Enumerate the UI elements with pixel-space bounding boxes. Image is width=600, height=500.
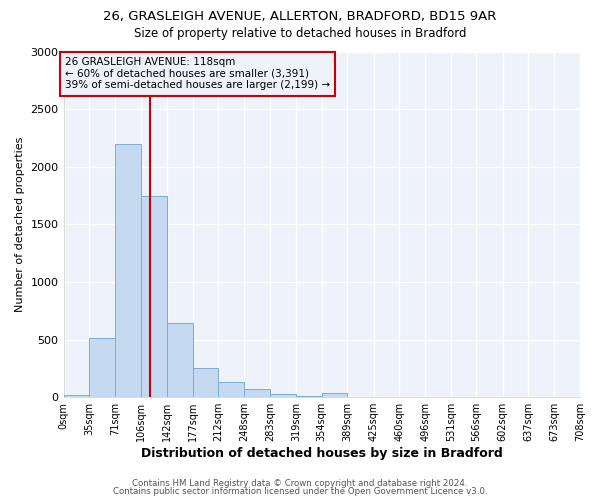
Bar — [347, 396, 374, 397]
Bar — [167, 324, 193, 397]
Bar — [64, 395, 89, 397]
Text: Contains HM Land Registry data © Crown copyright and database right 2024.: Contains HM Land Registry data © Crown c… — [132, 478, 468, 488]
Text: Size of property relative to detached houses in Bradford: Size of property relative to detached ho… — [134, 28, 466, 40]
Bar — [244, 389, 270, 397]
Text: 26, GRASLEIGH AVENUE, ALLERTON, BRADFORD, BD15 9AR: 26, GRASLEIGH AVENUE, ALLERTON, BRADFORD… — [103, 10, 497, 23]
Bar — [322, 392, 347, 397]
Bar — [141, 196, 167, 397]
Bar — [115, 144, 141, 397]
Text: Contains public sector information licensed under the Open Government Licence v3: Contains public sector information licen… — [113, 487, 487, 496]
Bar — [193, 368, 218, 397]
Y-axis label: Number of detached properties: Number of detached properties — [15, 136, 25, 312]
X-axis label: Distribution of detached houses by size in Bradford: Distribution of detached houses by size … — [141, 447, 503, 460]
Bar — [89, 338, 115, 397]
Bar — [218, 382, 244, 397]
Bar — [270, 394, 296, 397]
Bar — [296, 396, 322, 397]
Text: 26 GRASLEIGH AVENUE: 118sqm
← 60% of detached houses are smaller (3,391)
39% of : 26 GRASLEIGH AVENUE: 118sqm ← 60% of det… — [65, 58, 330, 90]
